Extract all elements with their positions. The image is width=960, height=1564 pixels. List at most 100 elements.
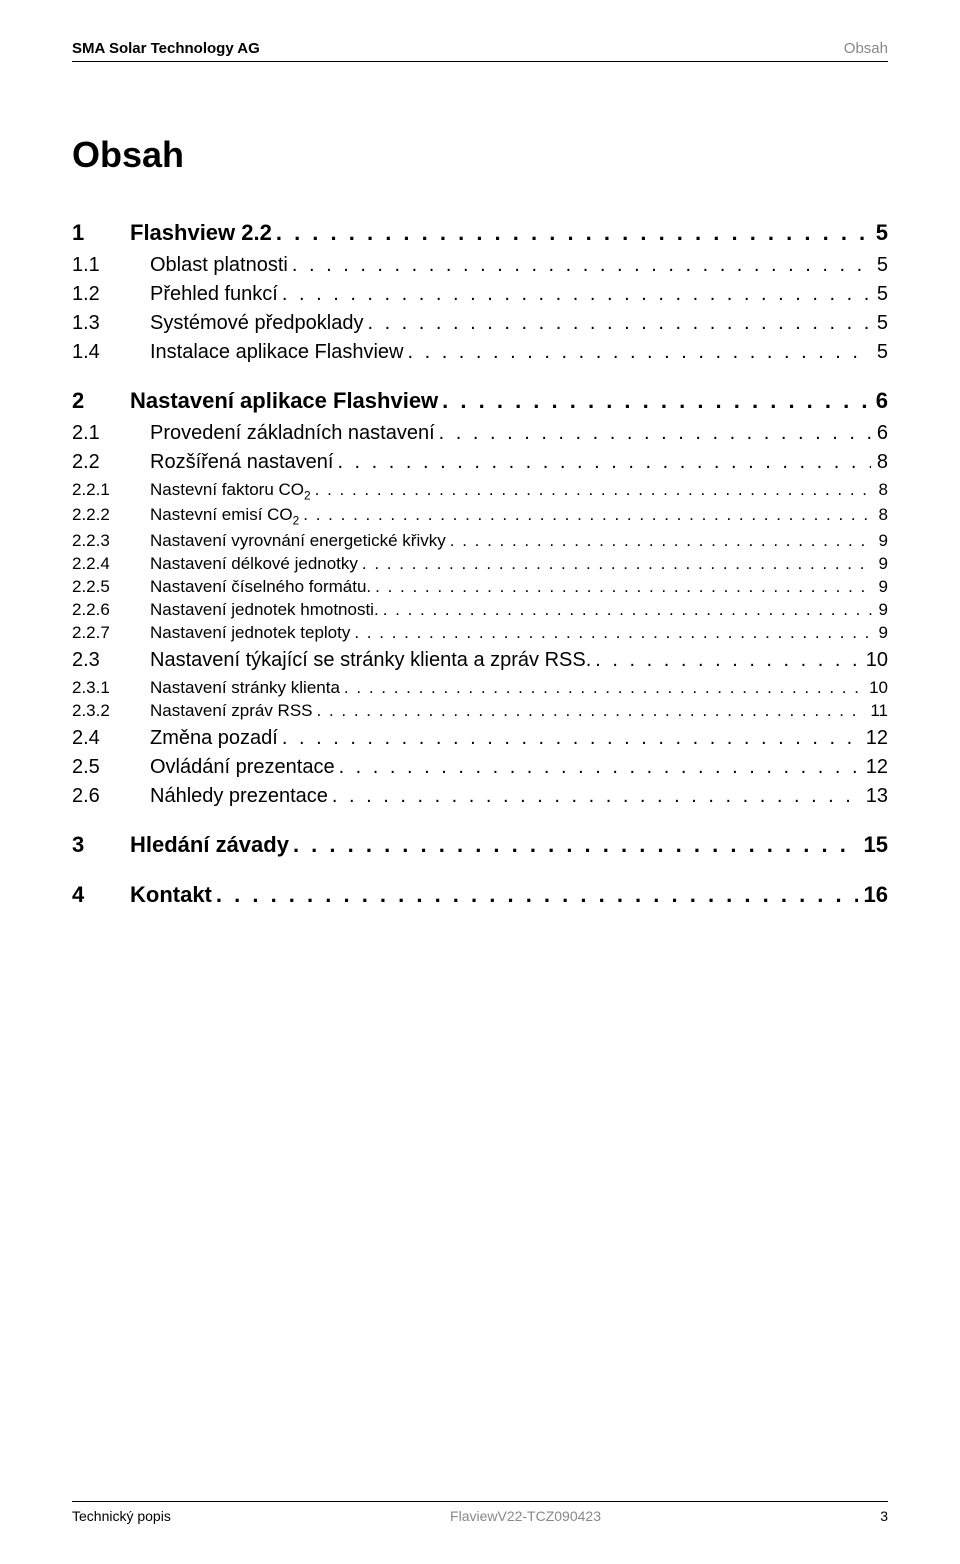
toc-entry: 2.2.5Nastavení číselného formátu.. . . .… (72, 577, 888, 597)
toc-entry-number: 3 (72, 832, 130, 858)
toc-entry-label: Náhledy prezentace (150, 785, 328, 808)
toc-entry-page: 9 (873, 600, 888, 620)
toc-entry-page: 11 (864, 701, 888, 721)
toc-dot-leader: . . . . . . . . . . . . . . . . . . . . … (212, 882, 858, 908)
toc-entry-label: Nastevní faktoru CO2 (150, 480, 311, 502)
toc-entry-label: Přehled funkcí (150, 283, 278, 306)
toc-entry-page: 10 (860, 649, 888, 672)
toc-entry: 2.3.1Nastavení stránky klienta. . . . . … (72, 678, 888, 698)
toc-entry-number: 2.6 (72, 785, 150, 808)
toc-entry-number: 2.2.2 (72, 505, 150, 525)
toc-dot-leader: . . . . . . . . . . . . . . . . . . . . … (403, 341, 870, 364)
toc-entry: 2.5Ovládání prezentace. . . . . . . . . … (72, 756, 888, 779)
toc-entry: 2.2.1Nastevní faktoru CO2. . . . . . . .… (72, 480, 888, 502)
toc-entry-number: 2.2.6 (72, 600, 150, 620)
toc-entry-page: 5 (871, 283, 888, 306)
toc-entry-label: Rozšířená nastavení (150, 451, 333, 474)
toc-dot-leader: . . . . . . . . . . . . . . . . . . . . … (335, 756, 860, 779)
toc-entry-page: 10 (863, 678, 888, 698)
toc-entry-page: 5 (871, 341, 888, 364)
toc-entry-label: Nastavení jednotek teploty (150, 623, 350, 643)
page-header: SMA Solar Technology AG Obsah (72, 40, 888, 57)
toc-entry-page: 9 (873, 554, 888, 574)
toc-dot-leader: . . . . . . . . . . . . . . . . . . . . … (358, 554, 873, 574)
toc-dot-leader: . . . . . . . . . . . . . . . . . . . . … (363, 312, 870, 335)
toc-entry-page: 16 (858, 882, 888, 908)
toc-entry-page: 8 (873, 505, 888, 525)
toc-entry-label: Oblast platnosti (150, 254, 288, 277)
toc-entry: 1.2Přehled funkcí. . . . . . . . . . . .… (72, 283, 888, 306)
toc-entry: 2.2.3Nastavení vyrovnání energetické kři… (72, 531, 888, 551)
toc-entry-label: Provedení základních nastavení (150, 422, 435, 445)
toc-entry-number: 2.2 (72, 451, 150, 474)
toc-entry: 2.6Náhledy prezentace. . . . . . . . . .… (72, 785, 888, 808)
toc-dot-leader: . . . . . . . . . . . . . . . . . . . . … (272, 220, 870, 246)
toc-dot-leader: . . . . . . . . . . . . . . . . . . . . … (438, 388, 870, 414)
toc-entry-number: 2.3 (72, 649, 150, 672)
toc-entry-page: 9 (873, 623, 888, 643)
toc-entry-number: 1.3 (72, 312, 150, 335)
toc-dot-leader: . . . . . . . . . . . . . . . . . . . . … (311, 480, 873, 500)
toc-entry: 1.4Instalace aplikace Flashview. . . . .… (72, 341, 888, 364)
toc-entry: 1.3Systémové předpoklady. . . . . . . . … (72, 312, 888, 335)
header-section: Obsah (844, 40, 888, 57)
toc-entry-number: 2.4 (72, 727, 150, 750)
toc-entry-label: Nastavení vyrovnání energetické křivky (150, 531, 446, 551)
toc-entry-number: 1.2 (72, 283, 150, 306)
footer-page-number: 3 (880, 1508, 888, 1524)
toc-entry-page: 15 (858, 832, 888, 858)
table-of-contents: 1Flashview 2.2. . . . . . . . . . . . . … (72, 220, 888, 908)
toc-dot-leader: . . . . . . . . . . . . . . . . . . . . … (591, 649, 859, 672)
toc-entry-number: 2.2.7 (72, 623, 150, 643)
toc-entry-page: 9 (873, 577, 888, 597)
toc-entry-label: Kontakt (130, 882, 212, 908)
toc-dot-leader: . . . . . . . . . . . . . . . . . . . . … (278, 727, 860, 750)
toc-entry-page: 8 (873, 480, 888, 500)
toc-entry-page: 5 (871, 254, 888, 277)
toc-entry-label: Hledání závady (130, 832, 289, 858)
toc-entry-label: Flashview 2.2 (130, 220, 272, 246)
toc-entry-label: Nastavení číselného formátu. (150, 577, 371, 597)
toc-entry-number: 2.3.1 (72, 678, 150, 698)
toc-entry-number: 2.3.2 (72, 701, 150, 721)
toc-entry-number: 4 (72, 882, 130, 908)
footer-rule (72, 1501, 888, 1502)
footer-doc-type: Technický popis (72, 1508, 171, 1524)
toc-entry-number: 2.5 (72, 756, 150, 779)
toc-entry-number: 2 (72, 388, 130, 414)
toc-entry-number: 2.2.5 (72, 577, 150, 597)
toc-entry-page: 13 (860, 785, 888, 808)
toc-dot-leader: . . . . . . . . . . . . . . . . . . . . … (379, 600, 873, 620)
toc-entry-page: 6 (870, 388, 888, 414)
toc-dot-leader: . . . . . . . . . . . . . . . . . . . . … (289, 832, 858, 858)
toc-entry-label: Instalace aplikace Flashview (150, 341, 403, 364)
toc-dot-leader: . . . . . . . . . . . . . . . . . . . . … (371, 577, 872, 597)
toc-entry: 2Nastavení aplikace Flashview. . . . . .… (72, 388, 888, 414)
toc-entry-label: Nastavení jednotek hmotnosti. (150, 600, 379, 620)
toc-entry-number: 1.1 (72, 254, 150, 277)
toc-entry-page: 12 (860, 727, 888, 750)
toc-entry: 4Kontakt. . . . . . . . . . . . . . . . … (72, 882, 888, 908)
toc-dot-leader: . . . . . . . . . . . . . . . . . . . . … (435, 422, 871, 445)
toc-entry: 2.3.2Nastavení zpráv RSS. . . . . . . . … (72, 701, 888, 721)
toc-entry-number: 2.2.4 (72, 554, 150, 574)
toc-title: Obsah (72, 134, 888, 176)
toc-entry-subscript: 2 (293, 514, 300, 528)
toc-entry-page: 5 (871, 312, 888, 335)
toc-entry-number: 2.2.1 (72, 480, 150, 500)
toc-entry: 2.2.6Nastavení jednotek hmotnosti.. . . … (72, 600, 888, 620)
toc-dot-leader: . . . . . . . . . . . . . . . . . . . . … (333, 451, 870, 474)
page-footer: Technický popis FlaviewV22-TCZ090423 3 (72, 1501, 888, 1524)
footer-doc-id: FlaviewV22-TCZ090423 (450, 1508, 601, 1524)
toc-entry: 1.1Oblast platnosti. . . . . . . . . . .… (72, 254, 888, 277)
toc-entry: 2.3Nastavení týkající se stránky klienta… (72, 649, 888, 672)
toc-dot-leader: . . . . . . . . . . . . . . . . . . . . … (328, 785, 860, 808)
toc-entry: 2.2.4Nastavení délkové jednotky. . . . .… (72, 554, 888, 574)
toc-entry: 1Flashview 2.2. . . . . . . . . . . . . … (72, 220, 888, 246)
toc-entry-label: Nastevní emisí CO2 (150, 505, 299, 527)
toc-entry-page: 6 (871, 422, 888, 445)
toc-entry: 3Hledání závady. . . . . . . . . . . . .… (72, 832, 888, 858)
toc-entry-label: Nastavení stránky klienta (150, 678, 340, 698)
toc-entry-page: 8 (871, 451, 888, 474)
toc-entry-page: 9 (873, 531, 888, 551)
